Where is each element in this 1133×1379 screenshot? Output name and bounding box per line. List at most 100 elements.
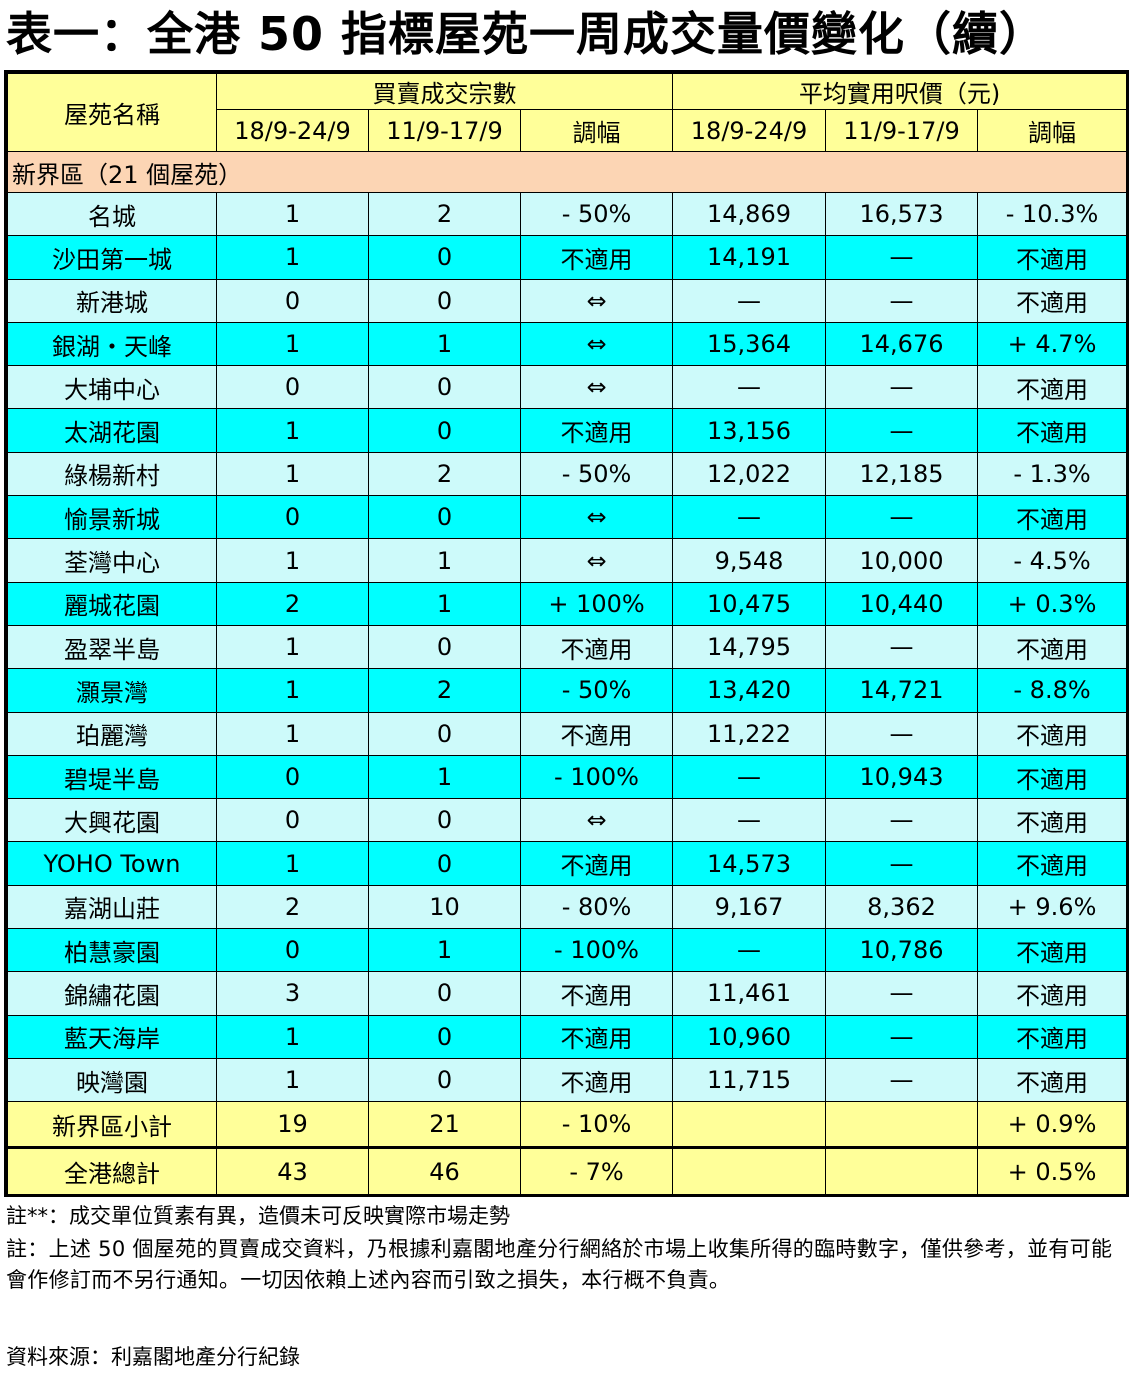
cell-price-previous: — — [825, 278, 979, 323]
cell-price-current: 10,475 — [672, 581, 827, 626]
table-row: 灝景灣 1 2- 50% 13,420 14,721- 8.8% — [7, 668, 1128, 713]
cell-volume-previous: 1 — [368, 581, 521, 626]
subtotal-row: 新界區小計 19 21- 10% + 0.9% — [7, 1101, 1128, 1149]
cell-volume-current: 0 — [216, 365, 369, 410]
table-row: 荃灣中心 1 1 ⇔ 9,548 10,000- 4.5% — [7, 538, 1128, 583]
cell-estate-name: 荃灣中心 — [7, 538, 217, 583]
cell-price-current: — — [672, 754, 827, 800]
cell-volume-current: 0 — [216, 928, 369, 973]
cell-estate-name: 映灣園 — [7, 1057, 217, 1103]
cell-price-previous: — — [825, 624, 979, 670]
cell-price-change: 不適用 — [977, 624, 1128, 670]
cell-price-current: 11,715 — [672, 1057, 827, 1103]
cell-volume-previous: 46 — [368, 1146, 521, 1196]
region-label: 新界區（21 個屋苑） — [6, 151, 1128, 193]
cell-volume-current: 1 — [216, 1057, 369, 1103]
table-row: 錦繡花園 3 0 不適用 11,461— 不適用 — [7, 971, 1128, 1016]
cell-volume-change: - 80% — [519, 884, 674, 930]
header-volume-change: 調幅 — [519, 109, 674, 152]
cell-volume-current: 1 — [216, 841, 369, 886]
cell-volume-change: ⇔ — [519, 495, 674, 540]
cell-estate-name: 灝景灣 — [7, 668, 217, 713]
table-row: 名城 1 2- 50% 14,869 16,573- 10.3% — [7, 191, 1128, 237]
cell-estate-name: 愉景新城 — [7, 495, 217, 540]
header-volume-week-current: 18/9-24/9 — [216, 109, 369, 152]
cell-price-change: 不適用 — [977, 408, 1128, 453]
cell-price-previous: — — [825, 365, 979, 410]
cell-price-previous: 10,786 — [825, 928, 979, 973]
cell-estate-name: 全港總計 — [7, 1146, 217, 1196]
cell-price-change: 不適用 — [977, 928, 1128, 973]
cell-estate-name: 嘉湖山莊 — [7, 884, 217, 930]
cell-price-change: 不適用 — [977, 798, 1128, 843]
table-row: 太湖花園 1 0 不適用 13,156— 不適用 — [7, 408, 1128, 453]
cell-price-previous: — — [825, 408, 979, 453]
cell-price-previous: — — [825, 495, 979, 540]
cell-volume-change: - 50% — [519, 451, 674, 497]
cell-price-current: 14,795 — [672, 624, 827, 670]
header-price-week-current: 18/9-24/9 — [672, 109, 827, 152]
table-row: YOHO Town 1 0 不適用 14,573— 不適用 — [7, 841, 1128, 886]
cell-price-change: + 9.6% — [977, 884, 1128, 930]
cell-volume-previous: 1 — [368, 321, 521, 367]
cell-volume-previous: 2 — [368, 191, 521, 237]
cell-volume-change: ⇔ — [519, 321, 674, 367]
cell-price-current: 13,420 — [672, 668, 827, 713]
cell-price-previous: 14,721 — [825, 668, 979, 713]
cell-estate-name: 藍天海岸 — [7, 1014, 217, 1059]
cell-volume-previous: 10 — [368, 884, 521, 930]
table-row: 綠楊新村 1 2- 50% 12,022 12,185- 1.3% — [7, 451, 1128, 497]
cell-estate-name: 太湖花園 — [7, 408, 217, 453]
region-row: 新界區（21 個屋苑） — [6, 151, 1128, 193]
cell-volume-previous: 1 — [368, 538, 521, 583]
note-quality: 註**：成交單位質素有異，造價未可反映實際市場走勢 — [6, 1204, 510, 1228]
cell-price-current: 13,156 — [672, 408, 827, 453]
cell-volume-current: 19 — [216, 1101, 369, 1149]
cell-estate-name: 珀麗灣 — [7, 711, 217, 756]
cell-volume-current: 1 — [216, 711, 369, 756]
cell-price-change: 不適用 — [977, 711, 1128, 756]
cell-volume-current: 1 — [216, 624, 369, 670]
cell-volume-change: 不適用 — [519, 408, 674, 453]
cell-price-change: 不適用 — [977, 1014, 1128, 1059]
cell-price-change: - 1.3% — [977, 451, 1128, 497]
header-price-change: 調幅 — [977, 109, 1128, 152]
cell-estate-name: 碧堤半島 — [7, 754, 217, 800]
cell-price-previous: 8,362 — [825, 884, 979, 930]
cell-price-current: 11,461 — [672, 971, 827, 1016]
cell-volume-previous: 0 — [368, 798, 521, 843]
cell-volume-previous: 2 — [368, 451, 521, 497]
cell-price-previous: 12,185 — [825, 451, 979, 497]
cell-volume-change: - 50% — [519, 191, 674, 237]
cell-price-previous: — — [825, 1057, 979, 1103]
cell-volume-current: 0 — [216, 754, 369, 800]
cell-price-change: - 8.8% — [977, 668, 1128, 713]
cell-volume-previous: 1 — [368, 754, 521, 800]
cell-volume-change: + 100% — [519, 581, 674, 626]
header-price-group: 平均實用呎價（元) — [672, 73, 1128, 110]
cell-price-previous: 10,440 — [825, 581, 979, 626]
header-row-group: 屋苑名稱 買賣成交宗數 平均實用呎價（元) — [7, 73, 1128, 152]
cell-volume-change: - 10% — [519, 1101, 674, 1149]
cell-estate-name: 盈翠半島 — [7, 624, 217, 670]
cell-volume-current: 1 — [216, 408, 369, 453]
cell-estate-name: 麗城花園 — [7, 581, 217, 626]
cell-price-change: + 4.7% — [977, 321, 1128, 367]
cell-volume-change: 不適用 — [519, 1014, 674, 1059]
header-row-sub: 18/9-24/9 11/9-17/9 調幅 18/9-24/9 11/9-17… — [8, 109, 1128, 152]
cell-price-previous: — — [825, 1014, 979, 1059]
cell-price-current: — — [672, 495, 827, 540]
cell-price-previous: 16,573 — [825, 191, 979, 237]
cell-volume-change: ⇔ — [519, 798, 674, 843]
cell-volume-current: 1 — [216, 538, 369, 583]
cell-volume-current: 1 — [216, 668, 369, 713]
cell-volume-current: 0 — [216, 798, 369, 843]
cell-volume-current: 1 — [216, 1014, 369, 1059]
cell-volume-previous: 0 — [368, 235, 521, 280]
cell-volume-change: 不適用 — [519, 971, 674, 1016]
table-row: 麗城花園 2 1 + 100% 10,475 10,440 + 0.3% — [7, 581, 1128, 626]
cell-volume-change: 不適用 — [519, 711, 674, 756]
cell-volume-current: 0 — [216, 495, 369, 540]
cell-price-change: 不適用 — [977, 971, 1128, 1016]
cell-volume-change: ⇔ — [519, 278, 674, 323]
